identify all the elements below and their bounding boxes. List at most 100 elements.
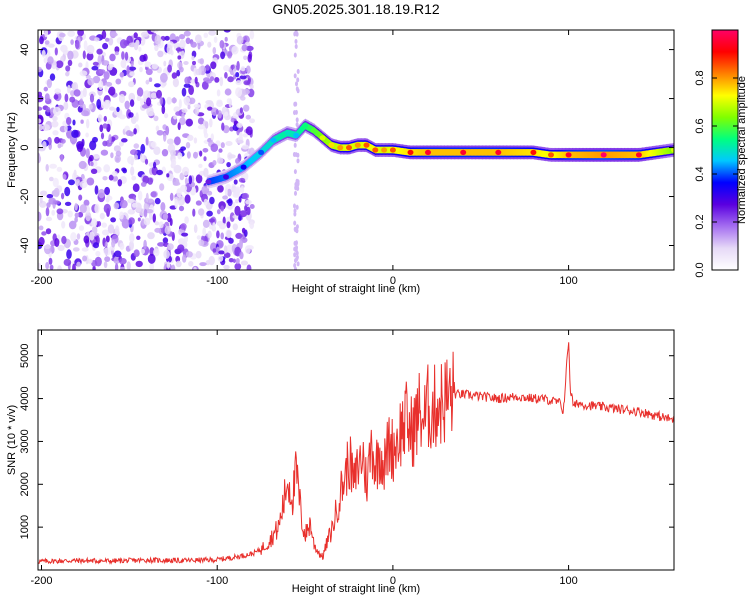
noise-blob — [154, 83, 161, 88]
noise-blob — [98, 80, 104, 91]
noise-blob — [72, 263, 76, 270]
noise-blob — [160, 72, 168, 83]
noise-blob — [184, 194, 191, 204]
x-tick-label: 100 — [559, 575, 577, 587]
noise-blob — [164, 35, 170, 41]
noise-blob — [185, 37, 191, 45]
noise-blob — [243, 80, 251, 86]
noise-blob — [71, 129, 79, 138]
noise-blob — [128, 92, 136, 102]
ridge-point — [240, 164, 247, 170]
noise-blob — [227, 50, 233, 59]
noise-blob — [240, 66, 246, 72]
noise-blob — [174, 198, 178, 209]
noise-blob — [45, 262, 50, 270]
noise-blob — [295, 204, 299, 210]
noise-blob — [97, 114, 103, 123]
noise-blob — [55, 60, 64, 69]
noise-blob — [82, 50, 86, 60]
noise-blob — [161, 105, 166, 115]
noise-blob — [197, 117, 205, 125]
noise-blob — [294, 39, 298, 44]
noise-blob — [96, 99, 102, 109]
noise-blob — [187, 104, 191, 110]
noise-blob — [198, 163, 203, 168]
noise-blob — [209, 118, 213, 128]
noise-blob — [293, 73, 297, 79]
noise-blob — [111, 170, 118, 177]
x-tick-label: 0 — [390, 275, 396, 287]
noise-blob — [54, 136, 60, 144]
noise-blob — [224, 112, 229, 117]
noise-blob — [115, 225, 120, 236]
noise-blob — [219, 40, 225, 49]
noise-blob — [128, 217, 135, 225]
noise-blob — [44, 93, 50, 102]
noise-blob — [177, 122, 181, 131]
noise-blob — [229, 212, 235, 223]
noise-blob — [39, 196, 43, 204]
noise-blob — [82, 87, 87, 98]
noise-blob — [38, 153, 41, 163]
noise-blob — [183, 96, 191, 104]
noise-blob — [39, 36, 44, 45]
noise-blob — [241, 144, 250, 150]
noise-blob — [80, 119, 84, 124]
noise-blob — [110, 217, 116, 223]
noise-blob — [51, 120, 59, 128]
noise-blob — [154, 44, 159, 52]
noise-blob — [228, 237, 234, 244]
noise-blob — [182, 166, 190, 176]
ridge-point — [381, 147, 388, 153]
colorbar-bar — [711, 29, 739, 271]
noise-blob — [119, 242, 125, 250]
noise-blob — [107, 224, 115, 234]
x-tick-label: 0 — [390, 575, 396, 587]
noise-blob — [78, 225, 85, 232]
noise-blob — [114, 263, 119, 270]
noise-blob — [139, 66, 143, 73]
noise-blob — [195, 200, 202, 206]
noise-blob — [210, 61, 217, 70]
noise-blob — [145, 79, 150, 85]
noise-blob — [213, 36, 218, 43]
noise-blob — [296, 69, 300, 74]
noise-blob — [145, 68, 153, 76]
noise-blob — [215, 109, 219, 115]
noise-blob — [235, 199, 239, 204]
y-tick-label: 3000 — [19, 429, 31, 453]
noise-blob — [197, 124, 205, 130]
noise-blob — [164, 225, 171, 235]
noise-blob — [136, 95, 141, 101]
noise-blob — [243, 104, 250, 112]
noise-blob — [193, 137, 198, 144]
noise-blob — [203, 198, 208, 206]
noise-blob — [83, 40, 88, 51]
noise-blob — [91, 65, 99, 71]
noise-blob — [160, 202, 166, 212]
noise-blob — [176, 69, 181, 77]
noise-blob — [69, 96, 76, 103]
noise-blob — [107, 64, 113, 71]
noise-blob — [240, 185, 245, 194]
noise-blob — [99, 212, 105, 220]
x-tick-label: -100 — [206, 275, 228, 287]
noise-blob — [155, 125, 160, 132]
noise-blob — [103, 115, 108, 122]
noise-blob — [48, 197, 56, 205]
noise-blob — [148, 77, 153, 82]
noise-blob — [44, 40, 50, 45]
noise-blob — [129, 99, 135, 107]
noise-blob — [235, 258, 240, 265]
noise-blob — [236, 60, 240, 71]
noise-blob — [47, 43, 55, 48]
noise-blob — [158, 221, 164, 229]
noise-blob — [112, 175, 119, 182]
noise-blob — [45, 216, 53, 222]
noise-blob — [48, 257, 53, 265]
noise-blob — [135, 260, 143, 268]
noise-blob — [154, 227, 162, 233]
noise-blob — [91, 218, 98, 228]
ridge-point — [671, 147, 674, 153]
